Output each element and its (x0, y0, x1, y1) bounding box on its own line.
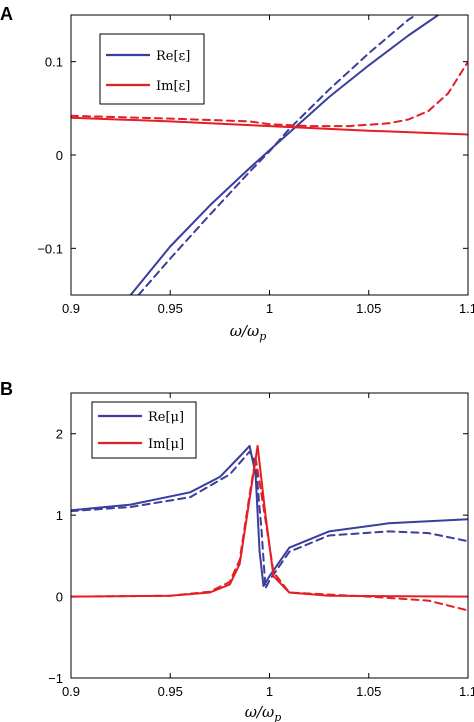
panel-a-xlabel: ω/ωp (230, 322, 267, 343)
panel-b-xlabel: ω/ωp (245, 703, 282, 722)
panel-b-legend: Re[μ] Im[μ] (91, 401, 197, 459)
legend-label-re-eps: Re[ε] (156, 49, 190, 64)
legend-label-re-mu: Re[μ] (148, 410, 184, 425)
panel-b-series-red-dashed (71, 457, 468, 612)
panel-a-legend: Re[ε] Im[ε] (99, 33, 205, 105)
panel-b-xtick-label: 0.9 (62, 684, 80, 699)
panel-a-series-red-dashed (71, 60, 468, 128)
panel-a: A 0.9 0.95 1 1.05 1.1 −0.1 0 0.1 Re[ε] Im[ε] ω/… (0, 4, 474, 343)
panel-a-xtick-label: 0.9 (62, 301, 80, 316)
panel-a-xtick-label: 0.95 (158, 301, 183, 316)
panel-b-frame (70, 392, 469, 679)
panel-b-series-blue-dashed (71, 450, 468, 590)
panel-a-series (71, 15, 468, 295)
panel-b-series-red-solid (71, 444, 468, 598)
panel-a-ytick-label: 0.1 (45, 55, 63, 70)
panel-a-series-blue-dashed (137, 15, 418, 295)
panel-b-series (71, 444, 468, 612)
panel-b-ytick-label: −1 (48, 671, 63, 686)
legend-label-im-eps: Im[ε] (156, 79, 190, 94)
panel-a-series-blue-solid (129, 15, 440, 295)
panel-a-series-red-solid (71, 116, 468, 136)
panel-b-ytick-label: 2 (56, 427, 63, 442)
panel-a-ytick-label: −0.1 (37, 241, 63, 256)
panel-a-xtick-label: 1 (266, 301, 273, 316)
panel-b: B 0.9 0.95 1 1.05 1.1 −1 0 1 2 Re[μ] Im[μ] ω/ωp (0, 379, 474, 722)
panel-a-ytick-label: 0 (56, 148, 63, 163)
panel-a-ticks: 0.9 0.95 1 1.05 1.1 −0.1 0 0.1 (37, 15, 474, 316)
panel-a-legend-box (99, 33, 205, 105)
panel-a-frame (70, 14, 469, 296)
panel-b-label: B (0, 379, 13, 399)
panel-b-xtick-label: 1.1 (459, 684, 474, 699)
panel-a-xtick-label: 1.1 (459, 301, 474, 316)
panel-b-xtick-label: 1 (266, 684, 273, 699)
panel-b-xtick-label: 0.95 (158, 684, 183, 699)
panel-b-ytick-label: 1 (56, 508, 63, 523)
legend-label-im-mu: Im[μ] (148, 437, 184, 452)
panel-a-xtick-label: 1.05 (356, 301, 381, 316)
panel-b-series-blue-solid (71, 444, 468, 587)
panel-a-label: A (0, 4, 13, 24)
panel-b-ytick-label: 0 (56, 590, 63, 605)
panel-b-xtick-label: 1.05 (356, 684, 381, 699)
panel-b-legend-box (91, 401, 197, 459)
